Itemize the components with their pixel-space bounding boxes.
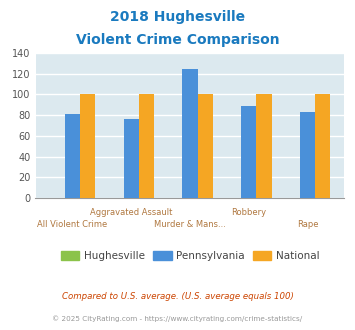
- Bar: [256, 94, 272, 198]
- Bar: [315, 94, 330, 198]
- Bar: [80, 94, 95, 198]
- Text: Murder & Mans...: Murder & Mans...: [154, 220, 226, 229]
- Text: Violent Crime Comparison: Violent Crime Comparison: [76, 33, 279, 47]
- Text: © 2025 CityRating.com - https://www.cityrating.com/crime-statistics/: © 2025 CityRating.com - https://www.city…: [53, 315, 302, 322]
- Bar: [300, 112, 315, 198]
- Bar: [182, 69, 198, 198]
- Bar: [198, 94, 213, 198]
- Text: Robbery: Robbery: [231, 208, 266, 217]
- Bar: [124, 119, 139, 198]
- Bar: [65, 114, 80, 198]
- Bar: [139, 94, 154, 198]
- Text: Rape: Rape: [297, 220, 318, 229]
- Text: 2018 Hughesville: 2018 Hughesville: [110, 10, 245, 24]
- Legend: Hughesville, Pennsylvania, National: Hughesville, Pennsylvania, National: [56, 247, 323, 265]
- Text: Aggravated Assault: Aggravated Assault: [90, 208, 173, 217]
- Text: Compared to U.S. average. (U.S. average equals 100): Compared to U.S. average. (U.S. average …: [61, 292, 294, 301]
- Bar: [241, 106, 256, 198]
- Text: All Violent Crime: All Violent Crime: [37, 220, 108, 229]
